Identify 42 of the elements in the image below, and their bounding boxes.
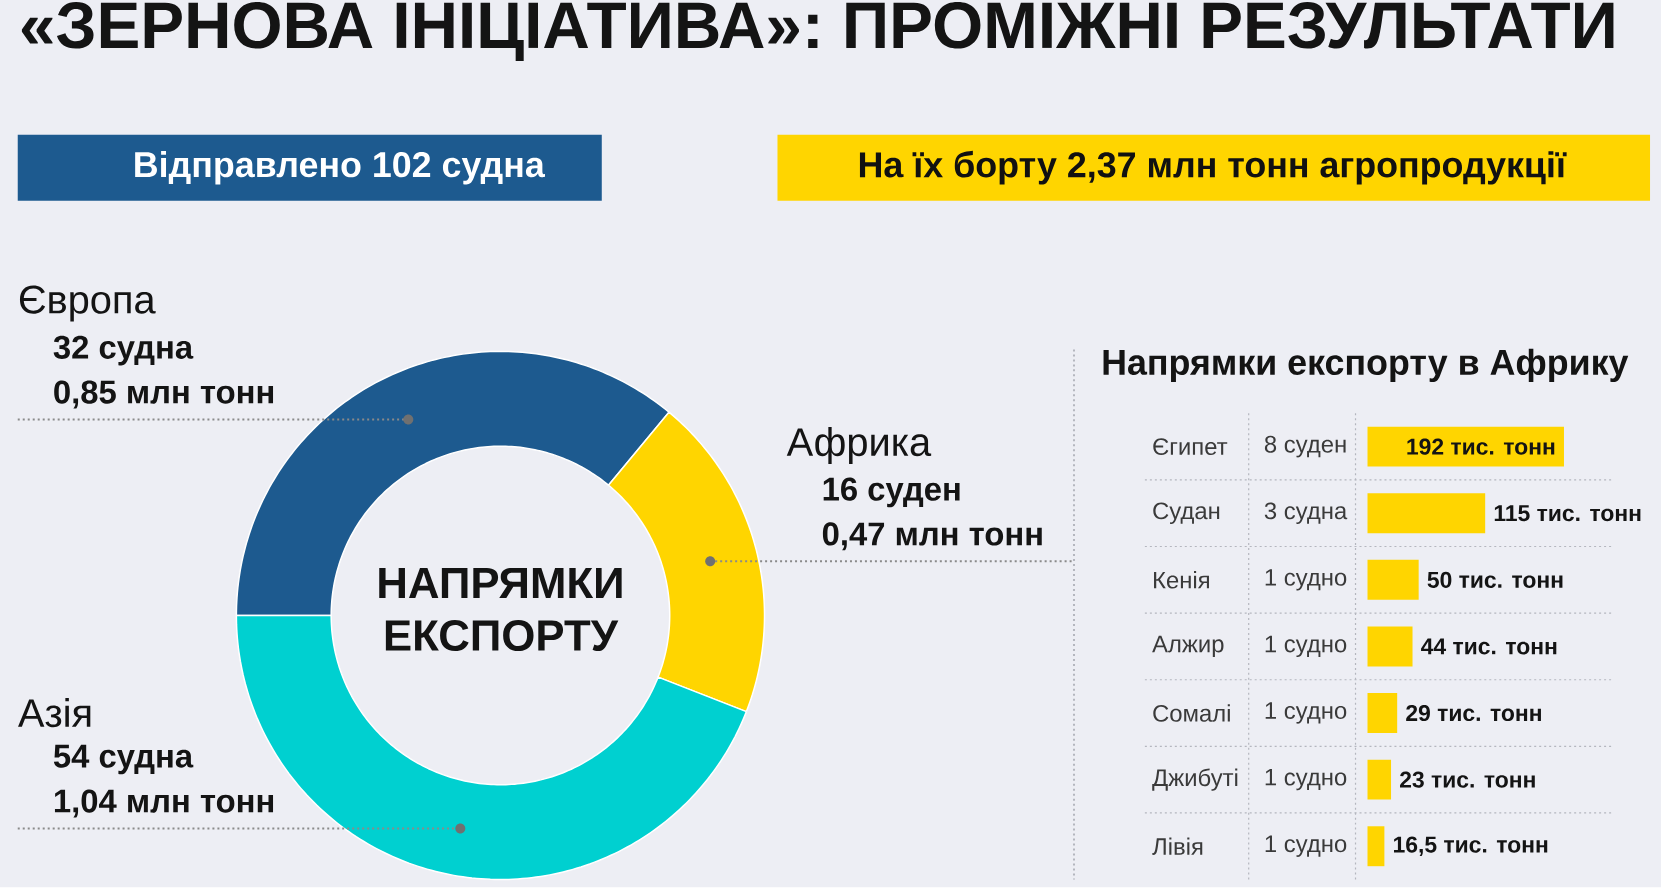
data-label: 16,5 тис. тонн [1394,836,1548,857]
text: Відправлено 102 судна [135,151,545,185]
y-tick-label: Джибуті [1152,768,1238,792]
chart-title: Напрямки експорту в Африку [1103,348,1629,383]
text: 1 судно [1265,702,1347,724]
text: НАПРЯМКИ ЕКСПОРТУ [379,568,622,652]
y-tick-label: Єгипет [1153,438,1228,456]
bar [1367,426,1564,467]
text: 1 судно [1265,635,1347,658]
slice-label: Азія [18,698,91,728]
y-tick-label: Сомалі [1153,704,1230,723]
text: 32 судна [53,335,194,366]
data-label: 192 тис. тонн [1407,438,1555,455]
y-tick-label: Кенія [1154,571,1209,589]
bar [1367,759,1392,800]
data-label: 115 тис. тонн [1494,505,1641,522]
bar [1367,626,1413,667]
y-tick-label: Лівія [1152,837,1203,856]
slice-label: Європа [19,285,156,322]
y-tick-label: Судан [1153,502,1220,525]
data-label: 0,85 млн тонн [54,380,274,409]
text: 1 судно [1265,569,1347,591]
text: 8 суден [1264,436,1346,458]
bar [1367,493,1486,534]
data-label: 0,47 млн тонн [822,522,1042,551]
text: 16 суден [823,477,960,508]
data-label: 23 тис. тонн [1400,771,1535,788]
text: 54 судна [53,745,194,775]
text: На їх борту 2,37 млн тонн агропродукції [859,151,1567,185]
bar [1367,560,1419,601]
data-label: 50 тис. тонн [1427,571,1563,589]
data-label: 1,04 млн тонн [54,789,274,818]
text: 1 судно [1265,835,1347,858]
text: «ЗЕРНОВА ІНІЦІАТИВА»: ПРОМІЖНІ РЕЗУЛЬТАТИ [21,2,1614,62]
y-tick-label: Алжир [1152,635,1224,658]
slice-label: Африка [786,427,932,465]
text: 3 судна [1264,502,1348,525]
data-label: 29 тис. тонн [1406,705,1541,722]
bar [1367,693,1398,734]
data-label: 44 тис. тонн [1421,638,1557,655]
bar [1367,826,1385,867]
text: 1 судно [1265,769,1347,791]
